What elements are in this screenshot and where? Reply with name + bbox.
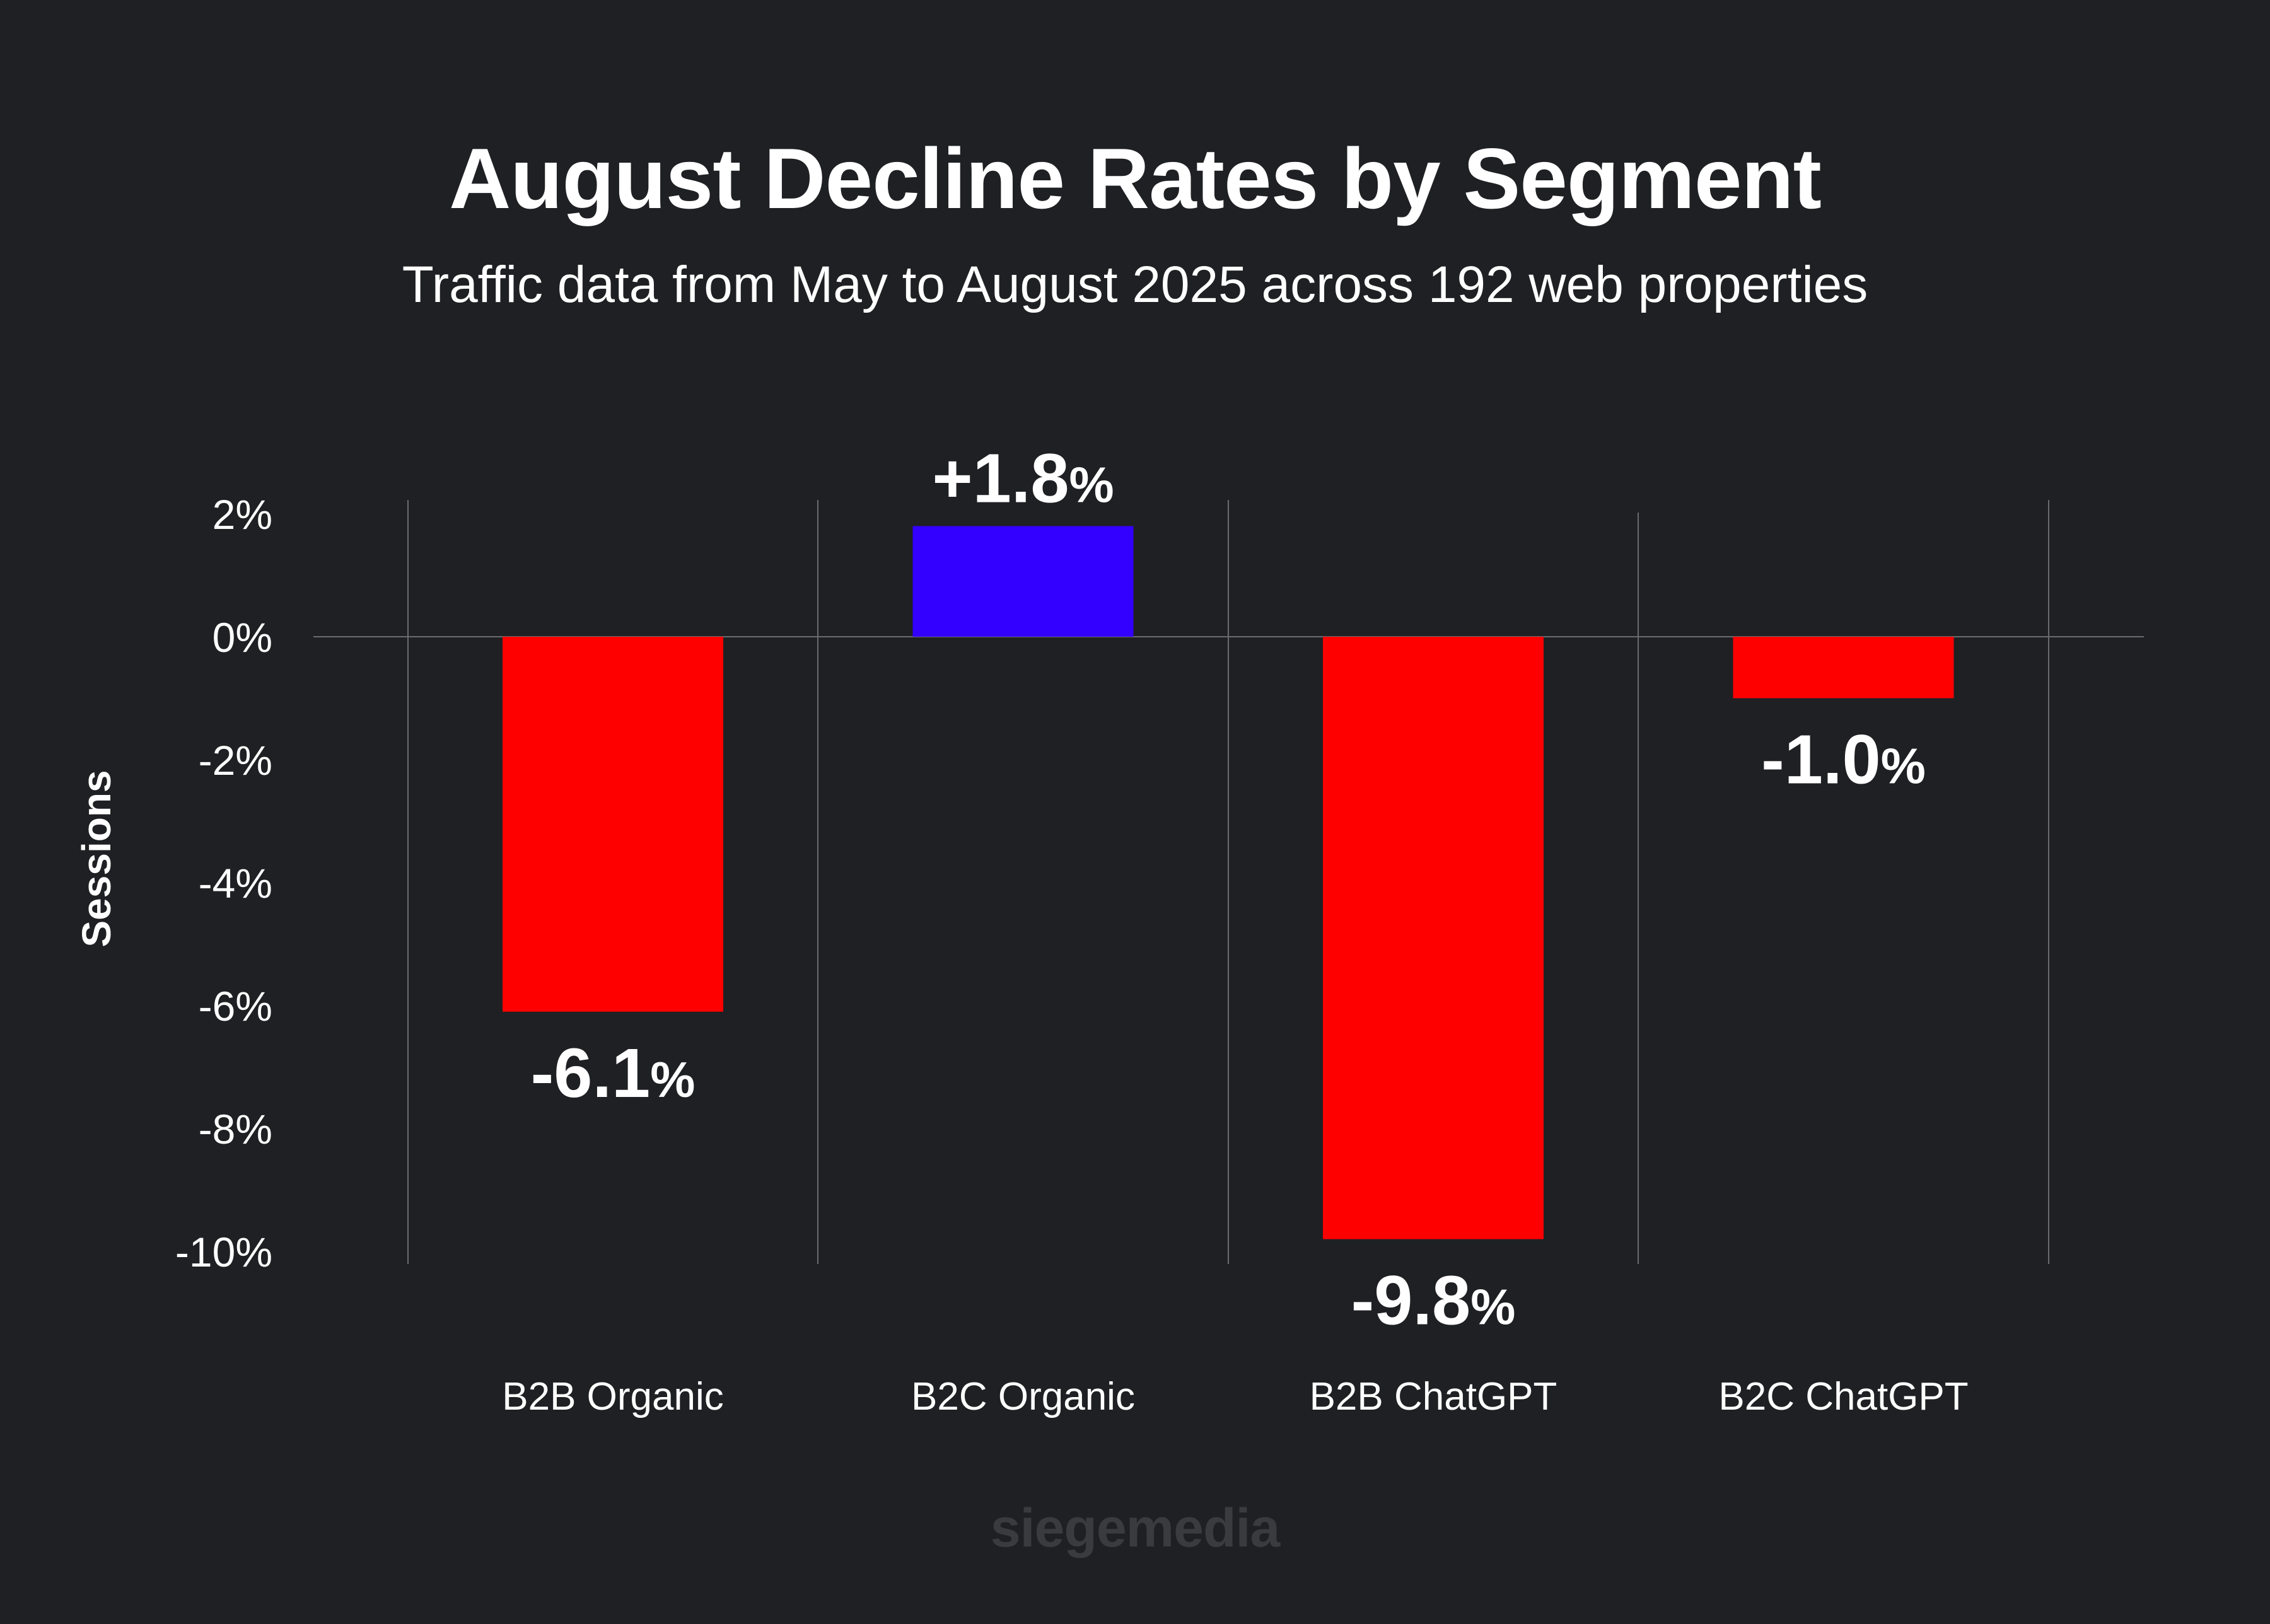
y-tick-label: 2% bbox=[212, 491, 272, 538]
x-axis-categories: B2B Organic B2C Organic B2B ChatGPT B2C Cha… bbox=[502, 1375, 1968, 1418]
data-label: +1.8% bbox=[932, 440, 1114, 518]
y-tick-label: -4% bbox=[199, 860, 272, 907]
siegemedia-watermark: siegemedia bbox=[990, 1498, 1280, 1558]
bar-b2c-organic bbox=[912, 526, 1134, 637]
data-label: -1.0% bbox=[1761, 721, 1926, 799]
bar-b2b-chatgpt bbox=[1323, 637, 1544, 1239]
data-labels: -6.1% +1.8% -9.8% -1.0% bbox=[531, 440, 1926, 1340]
bar-b2c-chatgpt bbox=[1733, 637, 1954, 699]
data-label: -9.8% bbox=[1351, 1262, 1516, 1340]
y-tick-label: -10% bbox=[175, 1229, 272, 1275]
category-label: B2C ChatGPT bbox=[1718, 1375, 1968, 1418]
bars bbox=[503, 526, 1954, 1239]
y-tick-label: -6% bbox=[199, 983, 272, 1030]
y-axis-ticks: 2% 0% -2% -4% -6% -8% -10% bbox=[175, 491, 272, 1275]
y-tick-label: 0% bbox=[212, 614, 272, 661]
chart-title: August Decline Rates by Segment bbox=[449, 130, 1822, 226]
category-label: B2B ChatGPT bbox=[1310, 1375, 1557, 1418]
category-label: B2B Organic bbox=[502, 1375, 724, 1418]
bar-b2b-organic bbox=[503, 637, 723, 1012]
chart-subtitle: Traffic data from May to August 2025 acr… bbox=[402, 256, 1868, 313]
y-tick-label: -2% bbox=[199, 737, 272, 784]
y-axis-label: Sessions bbox=[74, 770, 119, 947]
data-label: -6.1% bbox=[531, 1035, 696, 1112]
y-tick-label: -8% bbox=[199, 1106, 272, 1152]
category-label: B2C Organic bbox=[911, 1375, 1135, 1418]
